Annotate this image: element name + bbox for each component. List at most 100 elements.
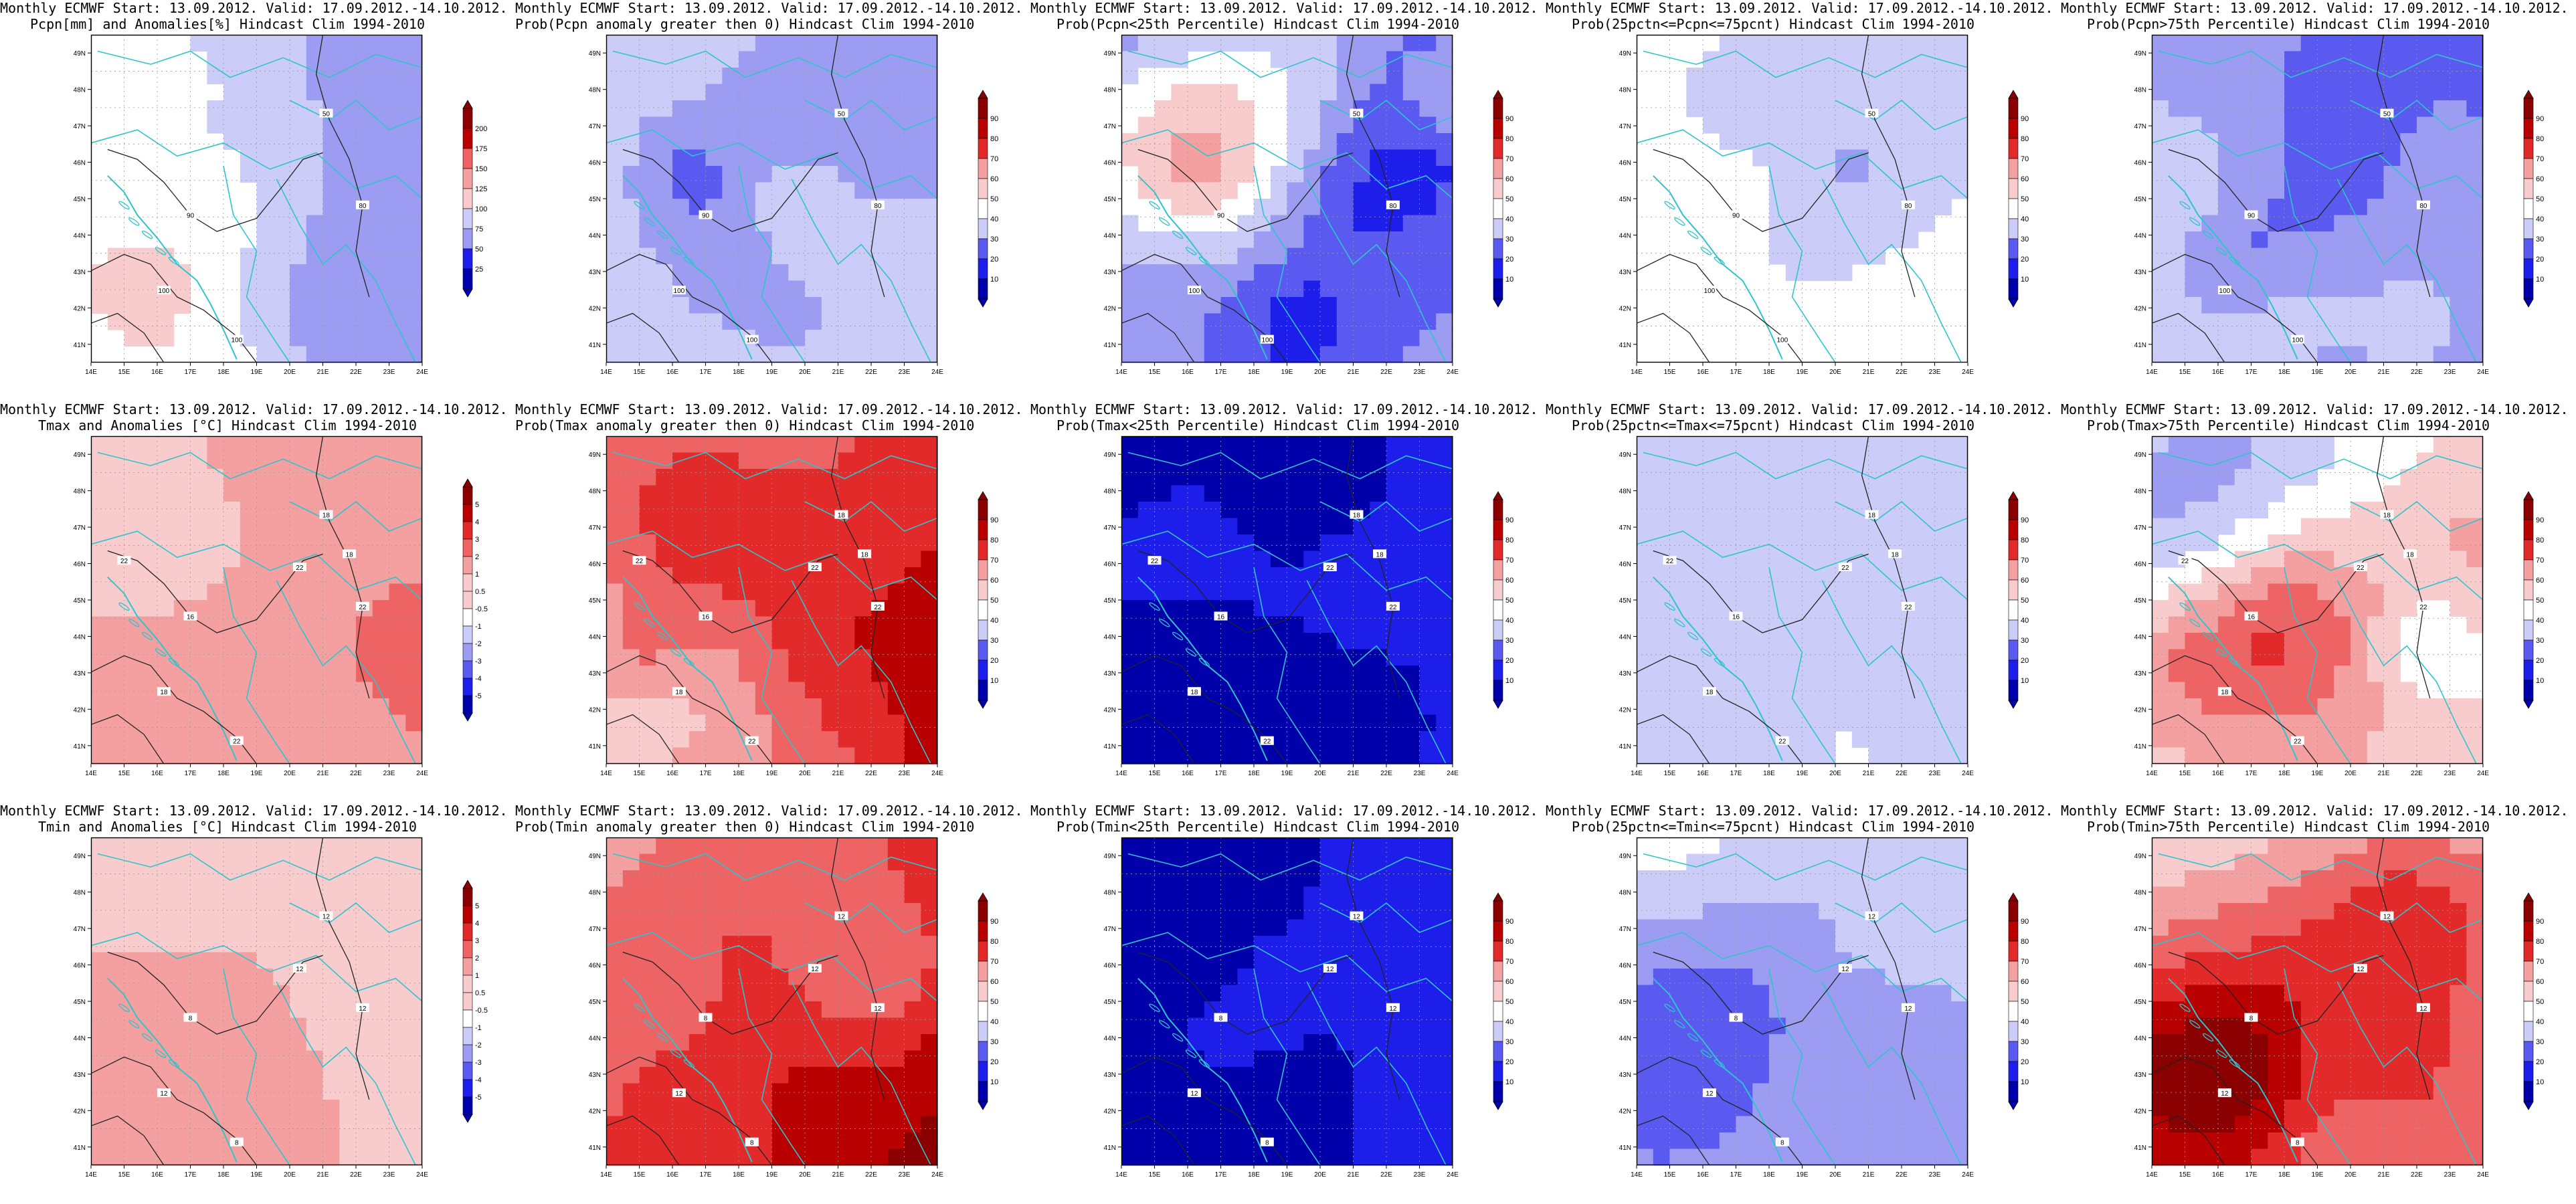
field-cell (722, 837, 739, 855)
field-cell (91, 1001, 108, 1019)
field-cell (606, 84, 624, 101)
field-cell (1121, 583, 1139, 601)
colorbar-label: 70 (990, 155, 998, 163)
field-cell (1885, 502, 1902, 519)
field-cell (1370, 330, 1387, 347)
field-cell (356, 682, 373, 699)
field-cell (1320, 436, 1338, 454)
field-cell (91, 903, 108, 920)
field-cell (306, 149, 324, 167)
field-cell (755, 116, 773, 134)
contour-label: 100 (2217, 286, 2231, 295)
field-cell (2152, 518, 2169, 535)
field-cell (1336, 346, 1354, 363)
field-cell (1868, 149, 1885, 167)
field-cell (372, 182, 390, 199)
field-cell (2400, 346, 2417, 363)
field-cell (2433, 502, 2451, 519)
field-cell (223, 666, 241, 683)
colorbar-segment (462, 128, 473, 149)
field-cell (1287, 600, 1304, 617)
field-cell (2383, 518, 2401, 535)
field-cell (639, 436, 656, 454)
field-cell (141, 698, 158, 716)
field-cell (223, 502, 241, 519)
field-cell (323, 714, 340, 732)
field-cell (306, 1017, 324, 1035)
field-cell (141, 870, 158, 888)
field-cell (722, 51, 739, 68)
field-cell (2234, 100, 2252, 118)
field-cell (306, 731, 324, 748)
colorbar-segment (978, 198, 988, 219)
colorbar-segment (1493, 118, 1503, 139)
field-cell (1237, 35, 1255, 52)
field-cell (1188, 633, 1205, 650)
field-cell (1220, 485, 1238, 502)
field-cell (124, 313, 141, 330)
field-cell (290, 1116, 307, 1133)
field-cell (240, 1034, 258, 1051)
field-cell (2450, 231, 2467, 249)
lat-tick-label: 44N (1619, 232, 1631, 239)
field-cell (372, 469, 390, 486)
field-cell (1868, 550, 1885, 568)
field-cell (1835, 698, 1853, 716)
field-cell (1402, 100, 1420, 118)
contour-label: 100 (672, 286, 686, 295)
field-cell (273, 870, 290, 888)
field-cell (1951, 35, 1968, 52)
field-cell (1769, 583, 1786, 601)
field-cell (1785, 502, 1803, 519)
field-cell (1785, 133, 1803, 150)
field-cell (1885, 583, 1902, 601)
field-cell (2400, 116, 2417, 134)
field-cell (854, 231, 872, 249)
field-cell (1719, 35, 1737, 52)
field-cell (1303, 666, 1321, 683)
field-cell (356, 1050, 373, 1068)
field-cell (921, 100, 938, 118)
field-cell (173, 985, 191, 1002)
field-cell (1204, 550, 1222, 568)
lat-tick-label: 47N (74, 524, 86, 532)
field-cell (672, 346, 690, 363)
field-cell (2450, 149, 2467, 167)
field-cell (157, 1132, 175, 1150)
field-cell (1851, 550, 1869, 568)
lat-tick-label: 41N (1104, 342, 1116, 349)
island (1172, 631, 1184, 641)
field-cell (854, 616, 872, 633)
field-cell (157, 1100, 175, 1117)
borders-and-coastline (606, 50, 938, 363)
field-cell (1902, 149, 1919, 167)
island (155, 247, 167, 256)
field-cell (788, 35, 806, 52)
field-cell (273, 886, 290, 904)
contour-label: 22 (632, 556, 646, 565)
field-cell (1287, 297, 1304, 314)
lat-tick-label: 45N (1619, 597, 1631, 605)
lon-tick-label: 20E (284, 1171, 296, 1179)
lat-tick-label: 42N (1619, 305, 1631, 312)
field-cell (722, 583, 739, 601)
field-cell (1287, 100, 1304, 118)
colorbar-label: 70 (2536, 557, 2544, 565)
island (1185, 247, 1197, 256)
field-cell (223, 583, 241, 601)
field-cell (290, 1034, 307, 1051)
field-cell (356, 1017, 373, 1035)
field-cell (904, 633, 921, 650)
colorbar-label: 40 (1505, 617, 1513, 625)
field-cell (1320, 600, 1338, 617)
field-cell (306, 182, 324, 199)
field-cell (273, 35, 290, 52)
map-frame (90, 34, 423, 363)
lat-tick-label: 44N (1619, 633, 1631, 641)
country-border (1835, 99, 1968, 131)
panel-header: Monthly ECMWF Start: 13.09.2012. Valid: … (515, 0, 1023, 16)
field-cell (1320, 166, 1338, 183)
field-cell (1386, 518, 1404, 535)
